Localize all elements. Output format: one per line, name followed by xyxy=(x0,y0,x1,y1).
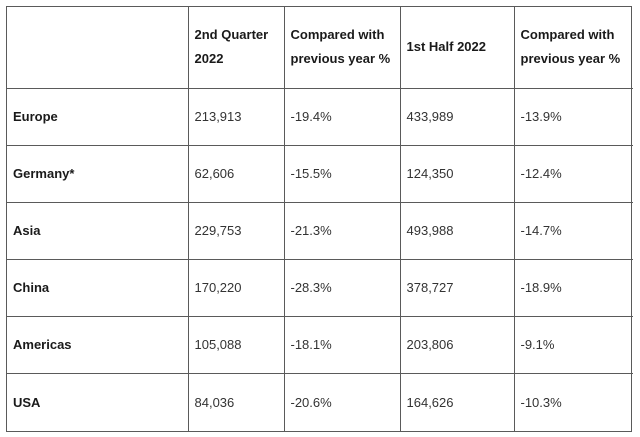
q2-value: 213,913 xyxy=(187,87,285,146)
q2-change-value: -19.4% xyxy=(283,87,401,146)
h1-value: 203,806 xyxy=(399,316,515,375)
header-q2-change: Compared with previous year % xyxy=(283,7,401,89)
region-label: Americas xyxy=(7,316,189,375)
sales-table: 2nd Quarter 2022 Compared with previous … xyxy=(7,7,633,431)
q2-change-value: -18.1% xyxy=(283,316,401,375)
q2-value: 105,088 xyxy=(187,316,285,375)
h1-value: 493,988 xyxy=(399,201,515,261)
q2-value: 84,036 xyxy=(187,373,285,431)
h1-value: 433,989 xyxy=(399,87,515,146)
h1-value: 124,350 xyxy=(399,144,515,203)
sales-table-container: 2nd Quarter 2022 Compared with previous … xyxy=(6,6,633,432)
h1-change-value: -10.3% xyxy=(513,373,633,431)
q2-change-value: -15.5% xyxy=(283,144,401,203)
q2-value: 170,220 xyxy=(187,259,285,318)
q2-change-value: -20.6% xyxy=(283,373,401,431)
q2-change-value: -28.3% xyxy=(283,259,401,318)
h1-value: 164,626 xyxy=(399,373,515,431)
header-h1-2022: 1st Half 2022 xyxy=(399,7,515,89)
q2-value: 229,753 xyxy=(187,201,285,261)
header-region xyxy=(7,7,189,89)
region-label: Asia xyxy=(7,201,189,261)
region-label: USA xyxy=(7,373,189,431)
table-row: Asia 229,753 -21.3% 493,988 -14.7% xyxy=(7,201,633,261)
h1-change-value: -14.7% xyxy=(513,201,633,261)
table-row: Americas 105,088 -18.1% 203,806 -9.1% xyxy=(7,316,633,375)
region-label: Germany* xyxy=(7,144,189,203)
h1-change-value: -12.4% xyxy=(513,144,633,203)
table-row: USA 84,036 -20.6% 164,626 -10.3% xyxy=(7,373,633,431)
table-row: Germany* 62,606 -15.5% 124,350 -12.4% xyxy=(7,144,633,203)
header-h1-change: Compared with previous year % xyxy=(513,7,633,89)
header-q2-2022: 2nd Quarter 2022 xyxy=(187,7,285,89)
q2-value: 62,606 xyxy=(187,144,285,203)
region-label: Europe xyxy=(7,87,189,146)
table-row: China 170,220 -28.3% 378,727 -18.9% xyxy=(7,259,633,318)
table-row: Europe 213,913 -19.4% 433,989 -13.9% xyxy=(7,87,633,146)
table-header-row: 2nd Quarter 2022 Compared with previous … xyxy=(7,7,633,89)
h1-value: 378,727 xyxy=(399,259,515,318)
h1-change-value: -18.9% xyxy=(513,259,633,318)
q2-change-value: -21.3% xyxy=(283,201,401,261)
h1-change-value: -13.9% xyxy=(513,87,633,146)
region-label: China xyxy=(7,259,189,318)
h1-change-value: -9.1% xyxy=(513,316,633,375)
